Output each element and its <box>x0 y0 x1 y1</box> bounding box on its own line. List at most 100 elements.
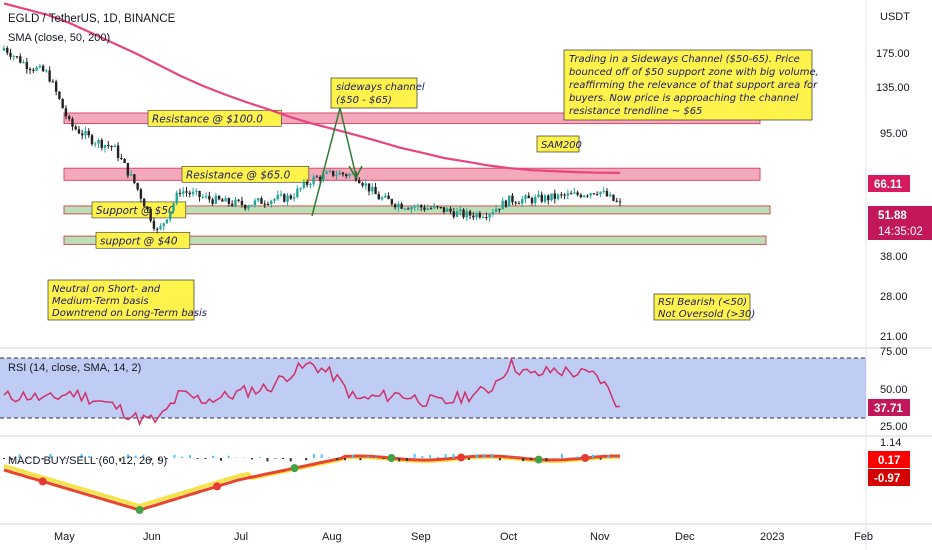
macd-histogram-bar <box>88 455 91 458</box>
time-tick: Oct <box>500 531 517 543</box>
sma-label-box <box>536 135 580 153</box>
candle-body <box>429 208 433 210</box>
candle-body <box>299 187 302 189</box>
candle-body <box>348 173 351 177</box>
time-tick: Nov <box>590 531 610 543</box>
candle-body <box>442 207 446 212</box>
candle-body <box>380 197 384 200</box>
candle-body <box>12 56 15 58</box>
candle-body <box>296 188 299 198</box>
macd-histogram-bar <box>305 458 308 461</box>
candle-body <box>35 67 38 71</box>
rsi-tick: 50.00 <box>880 384 908 396</box>
macd-histogram-bar <box>157 458 160 460</box>
macd-histogram-bar <box>367 456 370 458</box>
macd-histogram-bar <box>529 458 532 461</box>
candle-body <box>234 199 237 206</box>
candle-body <box>283 194 286 202</box>
candle-body <box>433 206 436 209</box>
candle-body <box>517 203 521 205</box>
time-tick: Jul <box>234 531 248 543</box>
candle-body <box>586 195 589 197</box>
current-price-badge <box>868 206 932 240</box>
candle-body <box>208 195 211 200</box>
macd-histogram-bar <box>212 455 215 458</box>
candle-body <box>58 91 61 99</box>
main-note-line4: buyers. Now price is approaching the cha… <box>569 93 799 104</box>
candle-body <box>338 172 341 175</box>
macd-histogram-bar <box>181 456 184 458</box>
rsi-value: 37.71 <box>874 403 903 415</box>
macd-histogram-bar <box>374 457 377 458</box>
time-tick: Feb <box>854 531 873 543</box>
rsi-band <box>0 358 866 418</box>
candle-body <box>322 173 325 181</box>
time-tick: May <box>54 531 75 543</box>
candle-body <box>136 182 139 190</box>
current-price: 51.88 <box>878 210 907 222</box>
candle-body <box>38 65 42 68</box>
sideways-channel-line1: sideways channel <box>336 82 425 93</box>
candle-body <box>436 206 439 208</box>
candle-body <box>28 69 32 71</box>
macd-histogram-bar <box>188 455 191 458</box>
candle-body <box>266 203 270 205</box>
symbol-title: EGLD / TetherUS, 1D, BINANCE <box>8 13 176 25</box>
rsi-value-badge <box>868 399 910 416</box>
candle-body <box>77 129 81 134</box>
macd-histogram-bar <box>359 458 362 461</box>
candle-body <box>488 213 491 218</box>
candle-body <box>612 194 615 201</box>
macd-histogram-bar <box>436 456 439 458</box>
candle-body <box>257 198 260 201</box>
candle-body <box>198 190 201 198</box>
candle-body <box>237 199 240 201</box>
macd-signal-dot <box>135 505 144 514</box>
price-tick: 38.00 <box>880 251 908 263</box>
candle-body <box>592 193 596 195</box>
candle-body <box>292 197 296 199</box>
macd-histogram-bar <box>615 456 618 458</box>
candle-body <box>81 133 84 136</box>
candle-body <box>54 81 58 92</box>
candle-body <box>110 146 113 148</box>
candle-body <box>227 198 231 204</box>
macd-histogram-bar <box>413 454 416 458</box>
candle-body <box>318 176 322 181</box>
candle-body <box>152 220 156 229</box>
candle-body <box>393 204 397 208</box>
main-note-line5: resistance trendline ~ $65 <box>569 106 702 117</box>
zone-label: Resistance @ $100.0 <box>152 113 263 125</box>
candle-body <box>413 206 416 208</box>
macd-histogram-bar <box>103 456 106 458</box>
candle-body <box>534 196 537 204</box>
macd-histogram-bar <box>274 458 277 459</box>
candle-body <box>566 193 570 196</box>
zone-label: Support @ $50 <box>96 205 175 217</box>
currency-label: USDT <box>880 11 910 23</box>
time-tick: Sep <box>411 531 431 543</box>
macd-line <box>3 454 620 512</box>
candle-body <box>543 195 547 202</box>
candle-body <box>384 195 387 198</box>
time-tick: Dec <box>675 531 695 543</box>
candle-body <box>511 195 514 203</box>
candle-body <box>602 190 605 192</box>
candle-body <box>358 179 361 184</box>
candle-body <box>455 211 459 217</box>
candle-body <box>123 158 126 163</box>
macd-histogram-bar <box>475 454 478 458</box>
macd-tick: 1.14 <box>880 437 901 449</box>
macd-signal-dot <box>290 464 299 473</box>
candle-body <box>19 56 22 63</box>
macd-histogram-bar <box>126 454 129 458</box>
macd-histogram-bar <box>80 453 83 458</box>
candle-body <box>406 208 410 210</box>
rsi-tick: 75.00 <box>880 346 908 358</box>
candle-body <box>211 199 214 204</box>
candle-body <box>569 193 573 195</box>
macd-histogram-bar <box>429 455 432 458</box>
candle-body <box>472 215 475 218</box>
rsi-line <box>3 356 621 427</box>
candle-body <box>260 198 263 204</box>
